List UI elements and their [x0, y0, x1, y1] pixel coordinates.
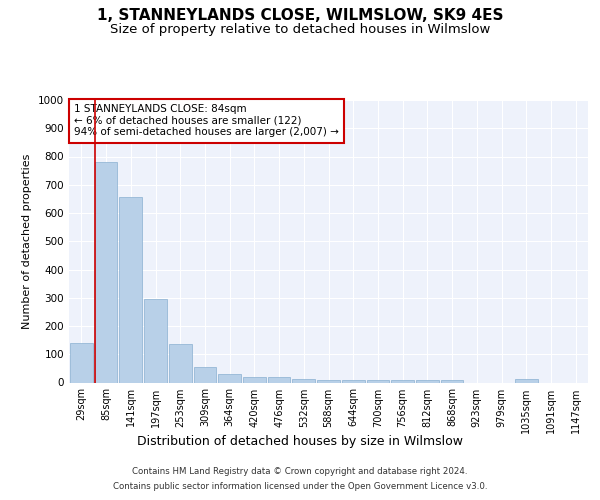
Text: 1, STANNEYLANDS CLOSE, WILMSLOW, SK9 4ES: 1, STANNEYLANDS CLOSE, WILMSLOW, SK9 4ES — [97, 8, 503, 22]
Bar — [342, 380, 365, 382]
Bar — [218, 374, 241, 382]
Bar — [317, 380, 340, 382]
Y-axis label: Number of detached properties: Number of detached properties — [22, 154, 32, 329]
Bar — [268, 377, 290, 382]
Bar — [70, 343, 93, 382]
Text: Size of property relative to detached houses in Wilmslow: Size of property relative to detached ho… — [110, 22, 490, 36]
Text: Contains public sector information licensed under the Open Government Licence v3: Contains public sector information licen… — [113, 482, 487, 491]
Bar — [169, 344, 191, 383]
Bar — [95, 162, 118, 382]
Bar — [119, 198, 142, 382]
Bar — [243, 377, 266, 382]
Bar — [194, 367, 216, 382]
Bar — [367, 380, 389, 382]
Text: 1 STANNEYLANDS CLOSE: 84sqm
← 6% of detached houses are smaller (122)
94% of sem: 1 STANNEYLANDS CLOSE: 84sqm ← 6% of deta… — [74, 104, 339, 138]
Bar — [515, 379, 538, 382]
Text: Contains HM Land Registry data © Crown copyright and database right 2024.: Contains HM Land Registry data © Crown c… — [132, 467, 468, 476]
Bar — [391, 380, 414, 382]
Text: Distribution of detached houses by size in Wilmslow: Distribution of detached houses by size … — [137, 435, 463, 448]
Bar — [416, 380, 439, 382]
Bar — [292, 378, 315, 382]
Bar — [441, 380, 463, 382]
Bar — [144, 299, 167, 382]
